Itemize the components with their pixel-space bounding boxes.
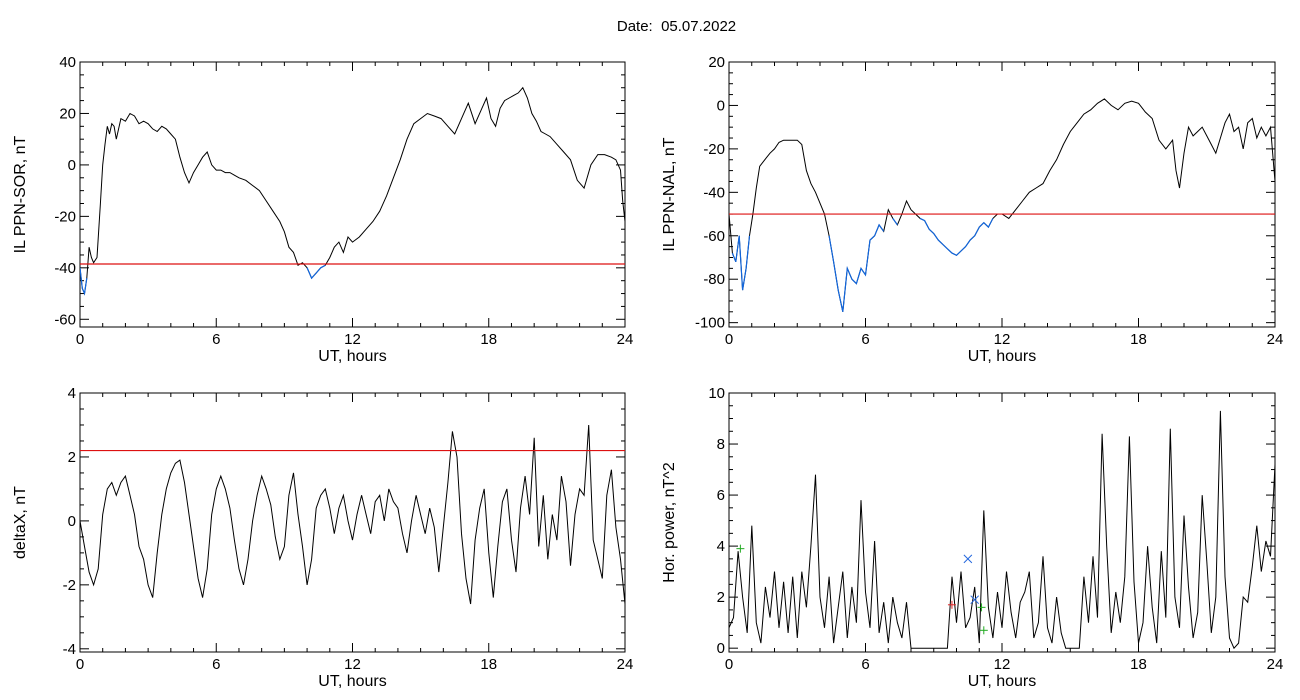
x-tick-label: 24 — [1267, 656, 1284, 673]
cross-marker — [970, 595, 980, 605]
below-threshold-segment — [828, 223, 885, 312]
x-tick-label: 0 — [725, 331, 733, 348]
y-tick-label: 20 — [708, 54, 725, 71]
y-tick-label: -60 — [703, 228, 725, 245]
y-tick-label: 8 — [717, 436, 725, 453]
y-tick-label: -20 — [703, 141, 725, 158]
below-threshold-segment — [892, 218, 898, 226]
x-axis-label: UT, hours — [318, 348, 386, 365]
y-tick-label: 20 — [59, 105, 76, 122]
x-tick-label: 6 — [212, 656, 220, 673]
plot-frame — [728, 61, 1276, 328]
y-axis-label: Hor. power, nT^2 — [661, 462, 678, 583]
cross-marker — [963, 554, 973, 564]
below-threshold-segment — [919, 217, 994, 257]
series-line — [729, 98, 1275, 312]
x-tick-label: 6 — [212, 331, 220, 348]
x-axis-label: UT, hours — [968, 348, 1036, 365]
y-tick-label: 0 — [68, 157, 76, 174]
date-value: 05.07.2022 — [661, 18, 737, 35]
y-tick-label: 4 — [717, 538, 725, 555]
y-tick-label: 2 — [68, 449, 76, 466]
y-tick-label: 0 — [68, 513, 76, 530]
y-axis-label: IL PPN-SOR, nT — [12, 135, 29, 253]
y-tick-label: 10 — [708, 385, 725, 402]
panel-nal: 0 6 12 18 24 -100 -80 -60 -40 -20 0 20 UT, hours IL P… — [661, 54, 1283, 365]
x-tick-label: 12 — [344, 656, 361, 673]
x-tick-label: 6 — [861, 656, 869, 673]
y-tick-label: -40 — [54, 260, 76, 277]
plus-marker — [947, 600, 956, 609]
y-tick-label: 0 — [717, 97, 725, 114]
x-tick-label: 24 — [617, 656, 634, 673]
plus-marker — [736, 544, 745, 553]
series-line — [80, 424, 625, 605]
y-tick-label: -2 — [63, 577, 76, 594]
plus-marker — [979, 626, 988, 635]
x-tick-label: 12 — [994, 331, 1011, 348]
x-tick-label: 0 — [76, 656, 84, 673]
plot-frame — [79, 392, 626, 653]
x-tick-label: 18 — [1130, 656, 1147, 673]
x-tick-label: 24 — [617, 331, 634, 348]
y-tick-label: 0 — [717, 640, 725, 657]
below-threshold-segment — [80, 267, 88, 296]
y-axis-label: deltaX, nT — [12, 486, 29, 559]
y-tick-label: -100 — [695, 315, 725, 332]
y-tick-label: -80 — [703, 271, 725, 288]
x-tick-label: 18 — [480, 331, 497, 348]
plot-frame — [728, 392, 1276, 653]
plot-frame — [79, 61, 626, 328]
y-tick-label: -40 — [703, 184, 725, 201]
x-axis-label: UT, hours — [968, 673, 1036, 690]
x-tick-label: 0 — [725, 656, 733, 673]
x-tick-label: 18 — [1130, 331, 1147, 348]
y-tick-label: 6 — [717, 487, 725, 504]
y-tick-label: -60 — [54, 311, 76, 328]
x-tick-label: 6 — [861, 331, 869, 348]
x-tick-label: 12 — [994, 656, 1011, 673]
y-tick-label: -20 — [54, 208, 76, 225]
date-title: Date: 05.07.2022 — [0, 18, 1300, 35]
y-tick-label: -4 — [63, 641, 76, 658]
series-line — [729, 410, 1275, 650]
x-tick-label: 18 — [480, 656, 497, 673]
below-threshold-segment — [731, 235, 751, 291]
plus-marker — [977, 603, 986, 612]
date-label: Date: — [616, 18, 653, 35]
y-axis-label: IL PPN-NAL, nT — [661, 137, 678, 251]
below-threshold-segment — [306, 264, 326, 280]
x-tick-label: 12 — [344, 331, 361, 348]
y-tick-label: 2 — [717, 589, 725, 606]
y-tick-label: 40 — [59, 54, 76, 71]
series-line — [80, 86, 625, 296]
y-tick-label: 4 — [68, 385, 76, 402]
x-axis-label: UT, hours — [318, 673, 386, 690]
x-tick-label: 0 — [76, 331, 84, 348]
panel-sor: 0 6 12 18 24 -60 -40 -20 0 20 40 UT, hours IL PPN-SO… — [12, 54, 633, 365]
x-tick-label: 24 — [1267, 331, 1284, 348]
